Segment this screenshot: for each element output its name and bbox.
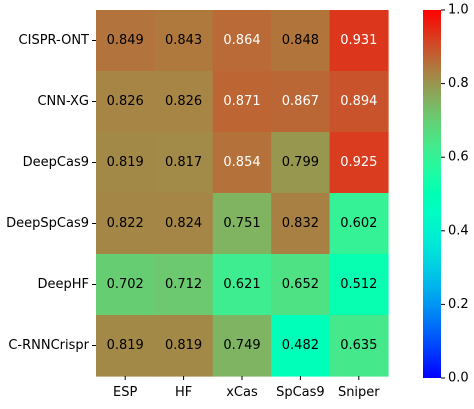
colorbar-tick-label: 0.8 bbox=[448, 76, 469, 91]
cell-value-label: 0.482 bbox=[282, 338, 319, 353]
colorbar-gradient bbox=[423, 10, 441, 378]
cell-value-label: 0.621 bbox=[223, 277, 260, 292]
column-label: HF bbox=[175, 385, 192, 400]
cell-value-label: 0.751 bbox=[223, 216, 260, 231]
cell-value-label: 0.849 bbox=[107, 33, 144, 48]
heatmap-cell bbox=[329, 132, 389, 194]
heatmap-cell bbox=[96, 132, 155, 194]
row-label: C-RNNCrispr bbox=[8, 338, 89, 353]
cell-value-label: 0.712 bbox=[165, 277, 202, 292]
colorbar: 0.0 0.2 0.4 0.6 0.8 1.0 bbox=[423, 3, 469, 386]
heatmap-cell bbox=[154, 10, 214, 72]
cell-value-label: 0.819 bbox=[107, 338, 144, 353]
row-label: DeepHF bbox=[37, 277, 89, 292]
column-label: SpCas9 bbox=[276, 385, 325, 400]
colorbar-tick-label: 0.4 bbox=[448, 223, 469, 238]
heatmap-cell bbox=[271, 71, 331, 133]
column-label: ESP bbox=[113, 385, 137, 400]
cell-value-label: 0.826 bbox=[165, 94, 202, 109]
cell-value-label: 0.702 bbox=[107, 277, 144, 292]
heatmap-cell bbox=[96, 254, 155, 316]
heatmap-cell bbox=[271, 132, 331, 194]
cell-value-label: 0.749 bbox=[223, 338, 260, 353]
cell-value-label: 0.864 bbox=[223, 33, 260, 48]
cell-value-label: 0.925 bbox=[340, 155, 377, 170]
column-labels: ESP HF xCas SpCas9 Sniper bbox=[113, 376, 380, 400]
cell-value-label: 0.602 bbox=[340, 216, 377, 231]
column-label: Sniper bbox=[338, 385, 380, 400]
heatmap-cell bbox=[329, 71, 389, 133]
heatmap-cell bbox=[212, 315, 272, 377]
cell-value-label: 0.817 bbox=[165, 155, 202, 170]
heatmap-cells: 0.849 0.843 0.864 0.848 0.931 0.826 0.826 0.871… bbox=[96, 10, 389, 377]
cell-value-label: 0.843 bbox=[165, 33, 202, 48]
heatmap-cell bbox=[96, 71, 155, 133]
heatmap-cell bbox=[271, 254, 331, 316]
column-label: xCas bbox=[226, 385, 258, 400]
heatmap-cell bbox=[154, 71, 214, 133]
heatmap-cell bbox=[271, 10, 331, 72]
heatmap-cell bbox=[96, 10, 155, 72]
heatmap-cell bbox=[212, 71, 272, 133]
heatmap-cell bbox=[154, 315, 214, 377]
heatmap-cell bbox=[271, 193, 331, 255]
colorbar-tick-label: 0.0 bbox=[448, 371, 469, 386]
cell-value-label: 0.819 bbox=[107, 155, 144, 170]
heatmap-cell bbox=[212, 132, 272, 194]
cell-value-label: 0.635 bbox=[340, 338, 377, 353]
cell-value-label: 0.822 bbox=[107, 216, 144, 231]
row-label: CNN-XG bbox=[37, 94, 89, 109]
cell-value-label: 0.867 bbox=[282, 94, 319, 109]
heatmap-cell bbox=[329, 315, 389, 377]
cell-value-label: 0.894 bbox=[340, 94, 377, 109]
heatmap-cell bbox=[96, 315, 155, 377]
heatmap-cell bbox=[154, 132, 214, 194]
cell-value-label: 0.819 bbox=[165, 338, 202, 353]
row-label: DeepSpCas9 bbox=[6, 216, 89, 231]
cell-value-label: 0.854 bbox=[223, 155, 260, 170]
heatmap-cell bbox=[154, 254, 214, 316]
heatmap-cell bbox=[329, 10, 389, 72]
heatmap-cell bbox=[154, 193, 214, 255]
heatmap-cell bbox=[271, 315, 331, 377]
row-label: CISPR-ONT bbox=[19, 33, 90, 48]
heatmap-cell bbox=[329, 254, 389, 316]
cell-value-label: 0.799 bbox=[282, 155, 319, 170]
cell-value-label: 0.826 bbox=[107, 94, 144, 109]
colorbar-tick-label: 0.6 bbox=[448, 150, 469, 165]
row-labels: CISPR-ONT CNN-XG DeepCas9 DeepSpCas9 DeepHF C… bbox=[6, 33, 96, 353]
cell-value-label: 0.931 bbox=[340, 33, 377, 48]
colorbar-tick-label: 0.2 bbox=[448, 297, 469, 312]
cell-value-label: 0.652 bbox=[282, 277, 319, 292]
cell-value-label: 0.512 bbox=[340, 277, 377, 292]
colorbar-ticks: 0.0 0.2 0.4 0.6 0.8 1.0 bbox=[441, 3, 469, 386]
cell-value-label: 0.871 bbox=[223, 94, 260, 109]
heatmap-cell bbox=[212, 10, 272, 72]
heatmap-cell bbox=[212, 193, 272, 255]
cell-value-label: 0.832 bbox=[282, 216, 319, 231]
heatmap-cell bbox=[212, 254, 272, 316]
colorbar-tick-label: 1.0 bbox=[448, 3, 469, 18]
heatmap-cell bbox=[329, 193, 389, 255]
cell-value-label: 0.848 bbox=[282, 33, 319, 48]
heatmap-cell bbox=[96, 193, 155, 255]
cell-value-label: 0.824 bbox=[165, 216, 202, 231]
row-label: DeepCas9 bbox=[23, 155, 89, 170]
